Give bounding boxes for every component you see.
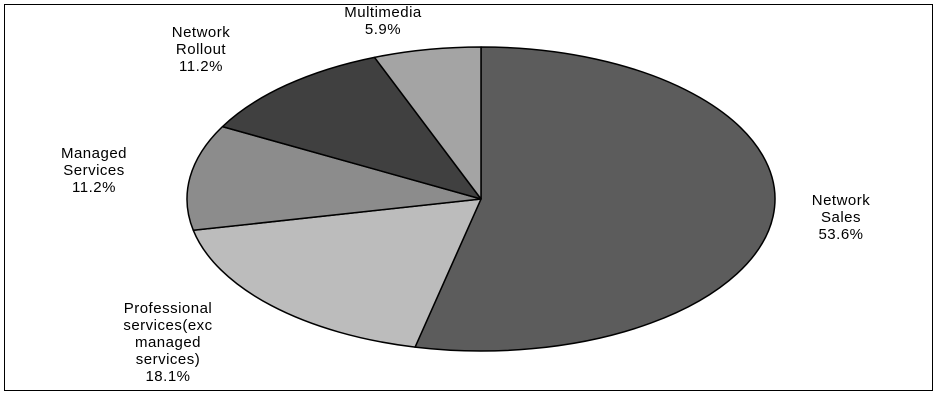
slice-label-line: 11.2%: [72, 179, 116, 196]
slice-label-line: Services: [63, 162, 125, 179]
chart-frame: Network Sales 53.6% Professional services(ex…: [4, 4, 933, 391]
slice-label-line: managed: [135, 334, 201, 351]
pie-slice-5: [373, 46, 482, 200]
slice-label-line: Managed: [61, 145, 127, 162]
slice-label-line: 11.2%: [179, 58, 223, 75]
pie-slice-2: [192, 198, 482, 348]
slice-label-5: Multimedia 5.9%: [344, 5, 422, 38]
slice-label-line: 5.9%: [365, 21, 401, 38]
pie-slice-4: [221, 56, 482, 200]
slice-label-4: Network Rollout 11.2%: [172, 24, 231, 75]
slice-label-line: services(exc: [123, 317, 212, 334]
slice-label-line: 18.1%: [145, 368, 190, 385]
slice-label-1: Network Sales 53.6%: [812, 192, 871, 243]
slice-label-line: services): [136, 351, 201, 368]
slice-label-line: Multimedia: [344, 5, 422, 21]
pie-slice-1: [414, 46, 776, 352]
pie-slice-3: [186, 125, 482, 232]
slice-label-line: 53.6%: [818, 226, 863, 243]
slice-label-line: Sales: [821, 209, 861, 226]
slice-label-2: Professional services(exc managed services)…: [123, 300, 212, 385]
pie-chart: Network Sales 53.6%Professional services(ex…: [61, 5, 871, 385]
slice-label-line: Network: [812, 192, 871, 209]
slice-label-line: Rollout: [176, 41, 227, 58]
slice-label-3: Managed Services 11.2%: [61, 145, 127, 196]
slice-label-line: Professional: [124, 300, 213, 317]
slice-label-line: Network: [172, 24, 231, 41]
